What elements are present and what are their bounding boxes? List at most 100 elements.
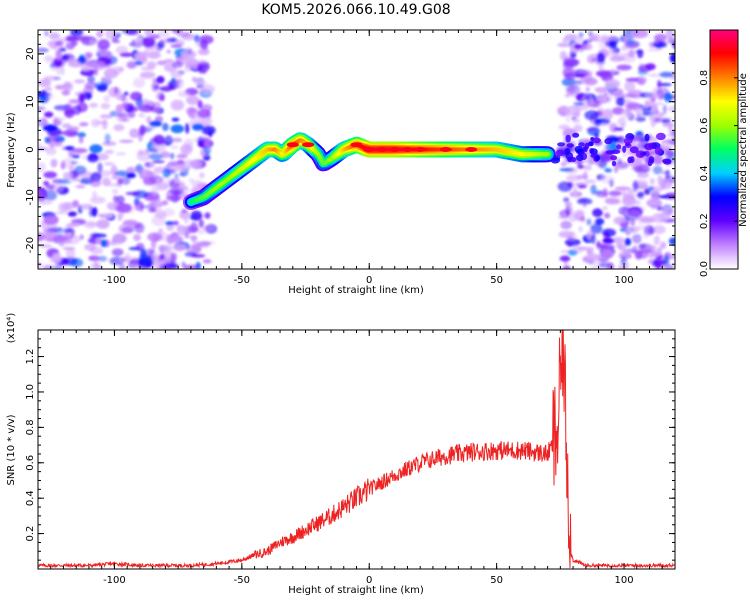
noise-speckle [67, 211, 78, 217]
noise-band-mark [588, 141, 594, 147]
noise-speckle [662, 148, 673, 157]
colorbar-segment [710, 169, 738, 173]
noise-speckle [558, 124, 570, 130]
colorbar-frame [709, 29, 739, 270]
noise-speckle [578, 32, 584, 39]
noise-speckle-layer [38, 30, 675, 269]
noise-speckle [662, 116, 674, 120]
noise-speckle [127, 111, 136, 118]
colorbar-segment [710, 199, 738, 202]
noise-speckle [147, 232, 163, 242]
colorbar-segment [710, 243, 738, 246]
noise-band-mark [623, 137, 633, 145]
noise-speckle [115, 152, 127, 156]
noise-speckle [43, 214, 59, 225]
noise-speckle [574, 182, 589, 188]
colorbar-label: Normalized spectral amplitude [738, 73, 749, 227]
noise-speckle [184, 167, 191, 170]
noise-speckle [171, 234, 185, 244]
noise-speckle [662, 263, 674, 269]
noise-speckle [115, 45, 129, 55]
noise-speckle [181, 32, 195, 41]
noise-speckle [38, 262, 43, 268]
noise-speckle [204, 137, 211, 149]
noise-speckle [49, 139, 55, 150]
noise-speckle [665, 30, 674, 39]
noise-speckle [197, 63, 208, 69]
noise-speckle [102, 119, 108, 130]
noise-speckle [103, 162, 115, 166]
noise-band-mark [616, 144, 622, 150]
noise-speckle [635, 116, 646, 122]
noise-speckle [585, 95, 590, 101]
noise-speckle [122, 219, 138, 226]
noise-speckle [625, 101, 641, 111]
noise-speckle [156, 182, 169, 191]
colorbar-segment [710, 163, 738, 167]
noise-speckle [148, 207, 157, 213]
noise-speckle [121, 227, 133, 233]
noise-speckle [624, 81, 636, 92]
noise-speckle [654, 33, 667, 42]
noise-speckle [44, 136, 52, 144]
noise-speckle [666, 133, 675, 137]
noise-speckle [162, 168, 171, 178]
noise-speckle [70, 30, 84, 37]
noise-band-mark [555, 149, 565, 157]
spectrogram-ytick-label: 20 [25, 48, 36, 61]
colorbar-segment [710, 137, 738, 141]
noise-speckle [88, 206, 94, 217]
noise-speckle [79, 234, 84, 240]
noise-speckle [627, 38, 635, 46]
colorbar-segment [710, 185, 738, 188]
noise-speckle [645, 63, 656, 71]
noise-speckle [559, 255, 571, 262]
noise-band-mark [644, 143, 654, 151]
noise-speckle [591, 233, 596, 245]
colorbar-segment [710, 193, 738, 196]
snr-ytick-label: 0.4 [25, 490, 36, 506]
noise-speckle [609, 179, 614, 188]
colorbar-tick-label: 0.4 [699, 165, 710, 181]
noise-speckle [664, 193, 675, 200]
noise-speckle [54, 117, 66, 121]
noise-speckle [591, 58, 599, 62]
noise-speckle [133, 77, 146, 88]
colorbar-segment [710, 33, 738, 37]
noise-speckle [565, 91, 573, 97]
ridge-peak [302, 142, 315, 148]
noise-speckle [605, 199, 621, 205]
colorbar-segment [710, 159, 738, 163]
noise-speckle [584, 110, 599, 121]
noise-speckle [650, 190, 661, 201]
noise-speckle [93, 256, 99, 267]
noise-speckle [642, 163, 650, 170]
colorbar-segment [710, 51, 738, 55]
noise-speckle [83, 220, 97, 229]
colorbar-segment [710, 119, 738, 123]
noise-speckle [647, 48, 663, 52]
noise-speckle [65, 248, 76, 260]
noise-speckle [574, 209, 585, 217]
noise-speckle [568, 212, 577, 222]
noise-band-mark [611, 160, 617, 167]
noise-speckle [128, 91, 141, 101]
colorbar-segment [710, 165, 738, 169]
noise-speckle [159, 253, 166, 260]
noise-speckle [89, 178, 102, 187]
noise-speckle [653, 235, 661, 246]
colorbar-segment [710, 215, 738, 218]
ridge-peak [465, 147, 478, 152]
snr-ytick-label: 0.6 [25, 455, 36, 471]
noise-speckle [114, 170, 129, 177]
noise-speckle [38, 190, 47, 198]
colorbar-segment [710, 69, 738, 73]
noise-speckle [568, 206, 573, 211]
noise-speckle [560, 160, 571, 166]
noise-speckle [194, 80, 207, 85]
colorbar-segment [710, 161, 738, 165]
noise-band-mark [574, 145, 584, 153]
noise-speckle [159, 231, 169, 242]
colorbar-segment [710, 197, 738, 200]
noise-speckle [617, 116, 627, 126]
